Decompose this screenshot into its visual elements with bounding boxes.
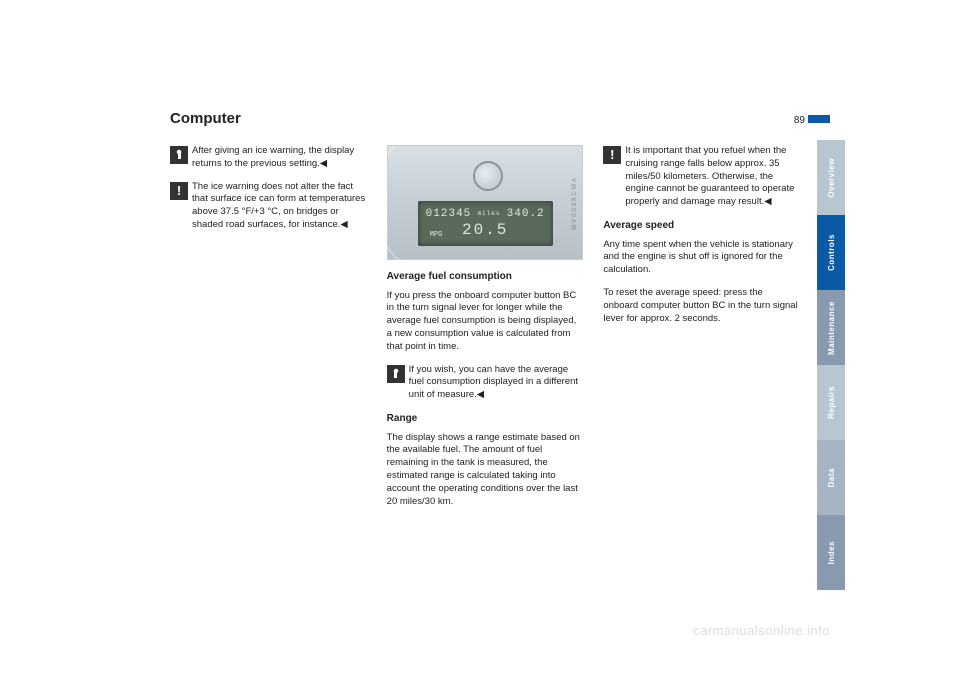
manual-page: Computer After giving an ice warning, th… [0, 0, 960, 678]
dash-knob [473, 161, 503, 191]
warning-icon [170, 182, 188, 200]
para-range: The display shows a range estimate based… [387, 432, 584, 509]
note-text: If you wish, you can have the average fu… [409, 364, 584, 402]
tab-overview[interactable]: Overview [817, 140, 845, 215]
lcd-display: 012345 miles 340.2 MPG 20.5 [418, 201, 553, 246]
info-icon [387, 365, 405, 383]
page-number: 89 [794, 115, 805, 126]
tab-label: Data [827, 468, 836, 487]
tab-label: Maintenance [827, 301, 836, 355]
note-unit-of-measure: If you wish, you can have the average fu… [387, 364, 584, 402]
page-title: Computer [170, 110, 800, 127]
heading-range: Range [387, 412, 584, 426]
tab-label: Controls [827, 234, 836, 271]
warning-ice-surface: The ice warning does not alter the fact … [170, 181, 367, 232]
dashboard-illustration: 012345 miles 340.2 MPG 20.5 MV0098CMA [387, 145, 584, 260]
section-tabs: Overview Controls Maintenance Repairs Da… [817, 140, 845, 590]
tab-data[interactable]: Data [817, 440, 845, 515]
lcd-unit-miles: miles [477, 210, 500, 218]
info-icon [170, 146, 188, 164]
heading-avg-speed: Average speed [603, 219, 800, 233]
tab-repairs[interactable]: Repairs [817, 365, 845, 440]
note-ice-warning-return: After giving an ice warning, the display… [170, 145, 367, 171]
page-marker [808, 115, 830, 123]
illustration-ref: MV0098CMA [571, 176, 579, 230]
tab-label: Index [827, 541, 836, 564]
column-1: After giving an ice warning, the display… [170, 145, 367, 518]
tab-controls[interactable]: Controls [817, 215, 845, 290]
tab-index[interactable]: Index [817, 515, 845, 590]
para-avg-fuel: If you press the onboard computer button… [387, 290, 584, 354]
para-avg-speed-1: Any time spent when the vehicle is stati… [603, 239, 800, 277]
tab-maintenance[interactable]: Maintenance [817, 290, 845, 365]
content-area: Computer After giving an ice warning, th… [170, 110, 800, 630]
warning-refuel: It is important that you refuel when the… [603, 145, 800, 209]
para-avg-speed-2: To reset the average speed: press the on… [603, 287, 800, 325]
heading-avg-fuel: Average fuel consumption [387, 270, 584, 284]
lcd-line-2: 20.5 [426, 220, 545, 242]
warning-icon [603, 146, 621, 164]
tab-label: Repairs [827, 386, 836, 419]
warning-text: It is important that you refuel when the… [625, 145, 800, 209]
warning-text: The ice warning does not alter the fact … [192, 181, 367, 232]
tab-label: Overview [827, 158, 836, 198]
note-text: After giving an ice warning, the display… [192, 145, 367, 171]
column-2: 012345 miles 340.2 MPG 20.5 MV0098CMA Av… [387, 145, 584, 518]
watermark: carmanualsonline.info [693, 623, 830, 638]
columns: After giving an ice warning, the display… [170, 145, 800, 518]
column-3: It is important that you refuel when the… [603, 145, 800, 518]
